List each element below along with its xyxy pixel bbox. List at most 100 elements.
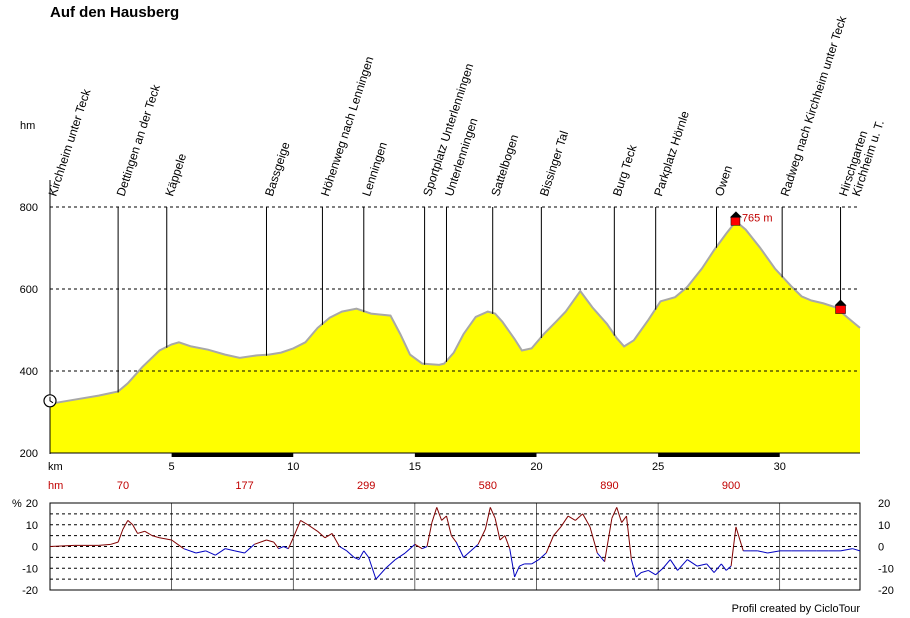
gradient-segment-up	[414, 543, 423, 550]
gradient-segment-up	[553, 526, 562, 536]
gradient-segment-down	[470, 543, 479, 552]
gradient-segment-down	[713, 563, 722, 573]
x-tick-label: 10	[287, 461, 299, 473]
x-tick-label: 30	[774, 461, 786, 473]
hm-row-value: 580	[479, 480, 497, 492]
x-tick-label: 15	[409, 461, 421, 473]
gradient-segment-up	[450, 535, 457, 543]
gradient-segment-down	[183, 548, 197, 554]
gradient-segment-up	[266, 539, 274, 543]
gradient-segment-down	[687, 559, 698, 567]
destination-marker	[835, 305, 846, 314]
hm-row-value: 900	[722, 480, 740, 492]
gradient-segment-down	[635, 572, 642, 578]
credit-text: Profil created by CicloTour	[731, 603, 860, 615]
gradient-segment-up	[560, 515, 569, 528]
gradient-y-tick-right: 0	[878, 542, 884, 554]
km-scale-bar	[658, 453, 780, 457]
gradient-segment-up	[499, 535, 506, 541]
gradient-segment-down	[531, 559, 540, 565]
gradient-segment-up	[273, 541, 280, 549]
gradient-segment-up	[589, 526, 598, 554]
hm-row-label: hm	[48, 480, 63, 492]
waypoint-label: Bissinger Tal	[537, 129, 571, 198]
gradient-segment-up	[441, 515, 447, 521]
gradient-y-tick-left: -10	[22, 563, 38, 575]
gradient-segment-up	[127, 520, 134, 526]
gradient-segment-up	[98, 543, 111, 546]
gradient-segment-down	[463, 550, 472, 558]
gradient-segment-up	[504, 535, 511, 549]
gradient-segment-down	[215, 548, 226, 556]
gradient-segment-down	[283, 546, 289, 550]
gradient-segment-down	[455, 541, 464, 558]
gradient-segment-up	[324, 533, 333, 539]
gradient-y-tick-left: 0	[32, 542, 38, 554]
gradient-segment-up	[122, 520, 129, 530]
gradient-segment-down	[363, 550, 370, 558]
gradient-segment-down	[375, 567, 387, 580]
gradient-segment-up	[567, 515, 576, 521]
waypoint-label: Radweg nach Kirchheim unter Teck	[778, 13, 850, 198]
gradient-segment-up	[49, 544, 75, 547]
gradient-segment-up	[426, 522, 433, 547]
gradient-y-tick-left: -20	[22, 585, 38, 597]
gradient-segment-up	[287, 537, 294, 549]
gradient-segment-up	[611, 507, 618, 519]
elevation-y-tick: 600	[20, 284, 38, 296]
elevation-area	[50, 221, 860, 453]
gradient-y-tick-right: 10	[878, 520, 890, 532]
gradient-segment-down	[677, 559, 688, 571]
gradient-segment-down	[225, 548, 235, 552]
km-scale-bar	[414, 453, 537, 457]
gradient-segment-down	[339, 546, 348, 552]
gradient-segment-down	[669, 559, 678, 571]
gradient-segment-up	[331, 533, 340, 547]
gradient-segment-down	[509, 548, 516, 578]
gradient-segment-up	[152, 535, 160, 539]
hm-row-value: 177	[235, 480, 253, 492]
max-elevation-label: 765 m	[742, 212, 773, 224]
destination-roof	[834, 299, 847, 306]
max-elevation-marker	[730, 217, 741, 226]
gradient-segment-down	[640, 569, 649, 574]
gradient-y-tick-left: 10	[26, 520, 38, 532]
gradient-segment-down	[421, 546, 428, 550]
x-tick-label: 25	[652, 461, 664, 473]
waypoint-label: Käppele	[162, 151, 189, 198]
gradient-segment-up	[317, 530, 326, 539]
waypoint-label: Bassgeige	[262, 140, 293, 198]
km-scale-bar	[171, 453, 294, 457]
gradient-segment-up	[132, 524, 139, 534]
gradient-segment-up	[137, 530, 146, 534]
hm-row-value: 299	[357, 480, 375, 492]
elevation-y-tick: 800	[20, 202, 38, 214]
gradient-segment-down	[630, 559, 637, 578]
x-axis-label: km	[48, 461, 63, 473]
gradient-segment-up	[254, 539, 267, 545]
gradient-segment-down	[852, 548, 861, 552]
waypoint-label: Burg Teck	[610, 142, 640, 198]
gradient-segment-up	[292, 520, 302, 538]
clock-hands-icon	[49, 396, 54, 404]
gradient-segment-down	[757, 550, 768, 554]
elevation-outline	[49, 219, 861, 405]
gradient-segment-down	[514, 565, 520, 578]
gradient-segment-down	[767, 550, 780, 554]
gradient-segment-down	[244, 543, 255, 554]
waypoint-label: Sattelbogen	[488, 133, 521, 198]
gradient-segment-up	[110, 541, 119, 545]
gradient-segment-down	[519, 563, 525, 567]
gradient-segment-down	[385, 559, 396, 569]
max-elevation-roof	[729, 211, 742, 218]
gradient-segment-up	[616, 507, 623, 523]
gradient-y-axis-label: %	[12, 498, 22, 510]
gradient-segment-down	[648, 569, 656, 576]
gradient-segment-down	[404, 543, 416, 554]
gradient-segment-up	[484, 507, 491, 530]
gradient-segment-down	[205, 550, 216, 556]
gradient-segment-up	[625, 515, 632, 560]
gradient-segment-down	[725, 565, 732, 571]
gradient-segment-up	[477, 528, 486, 545]
gradient-segment-up	[604, 518, 613, 562]
